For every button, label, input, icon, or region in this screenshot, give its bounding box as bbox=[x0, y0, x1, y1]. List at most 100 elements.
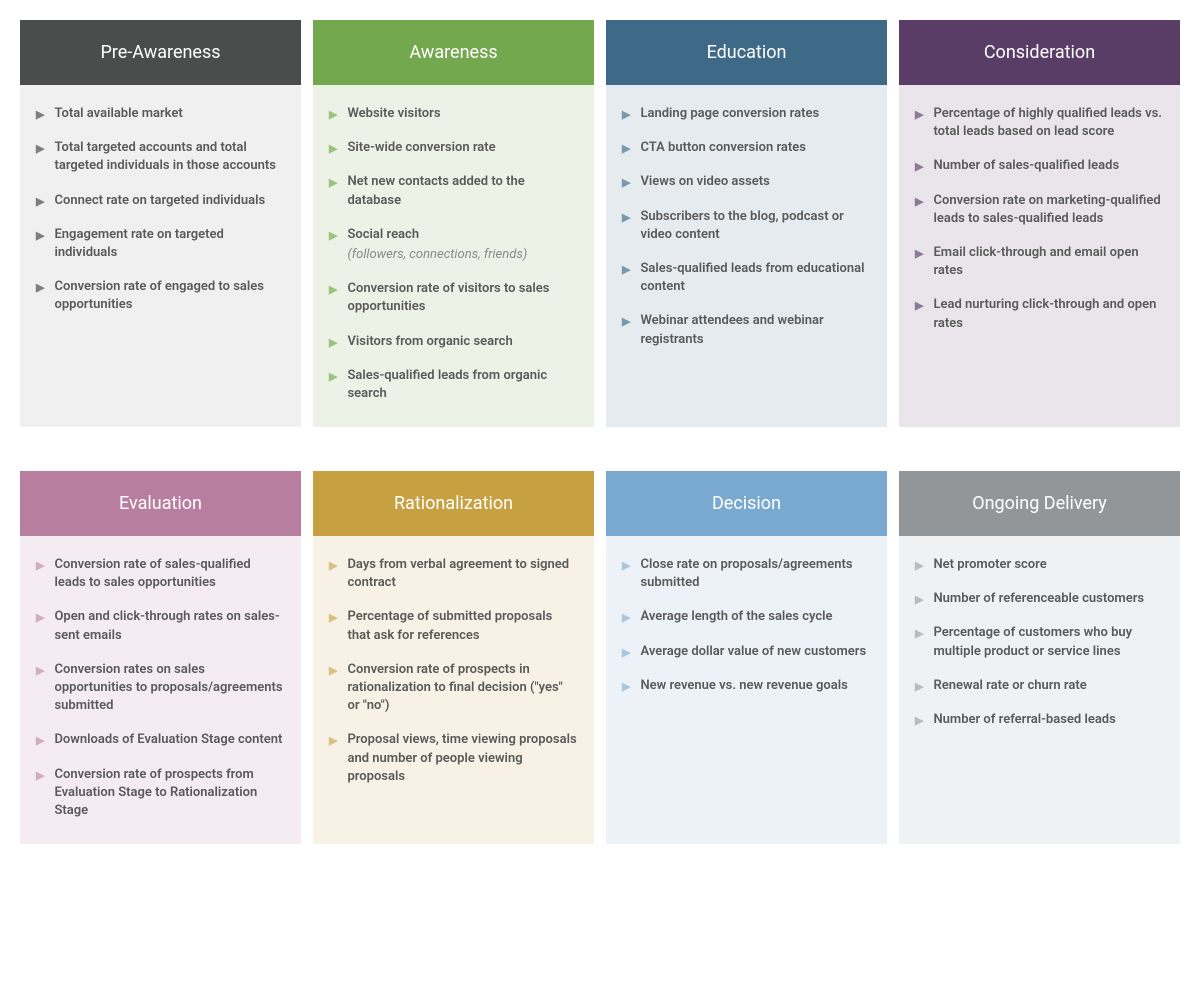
bullet-icon: ▶ bbox=[36, 610, 44, 625]
stage-header-consideration: Consideration bbox=[899, 20, 1180, 85]
metric-text: Average dollar value of new customers bbox=[640, 643, 871, 661]
stage-card-pre-awareness: Pre-Awareness ▶ Total available market ▶Tot… bbox=[20, 20, 301, 427]
stage-card-decision: Decision▶Close rate on proposals/agreeme… bbox=[606, 471, 887, 844]
metric-text-main: New revenue vs. new revenue goals bbox=[640, 678, 847, 693]
metric-item: ▶Engagement rate on targeted individuals bbox=[36, 226, 285, 262]
metric-text: Subscribers to the blog, podcast or vide… bbox=[640, 208, 871, 244]
metric-text: Webinar attendees and webinar registrant… bbox=[640, 312, 871, 348]
bullet-icon: ▶ bbox=[329, 141, 337, 156]
bullet-icon: ▶ bbox=[36, 733, 44, 748]
metric-text-main: Number of referenceable customers bbox=[933, 591, 1144, 606]
bullet-icon: ▶ bbox=[329, 107, 337, 122]
metric-text: Total available market bbox=[54, 105, 285, 123]
metric-text-main: CTA button conversion rates bbox=[640, 140, 805, 155]
bullet-icon: ▶ bbox=[915, 194, 923, 209]
stage-body-decision: ▶Close rate on proposals/agreements subm… bbox=[606, 536, 887, 844]
metric-item: ▶ Conversion rate of sales-qualified lead… bbox=[36, 556, 285, 592]
stage-body-education: ▶Landing page conversion rates▶CTA butto… bbox=[606, 85, 887, 427]
bullet-icon: ▶ bbox=[622, 645, 630, 660]
bullet-icon: ▶ bbox=[622, 679, 630, 694]
bullet-icon: ▶ bbox=[329, 335, 337, 350]
bullet-icon: ▶ bbox=[622, 314, 630, 329]
metric-item: ▶Visitors from organic search bbox=[329, 333, 578, 351]
bullet-icon: ▶ bbox=[622, 262, 630, 277]
bullet-icon: ▶ bbox=[36, 558, 44, 573]
bullet-icon: ▶ bbox=[329, 610, 337, 625]
bullet-icon: ▶ bbox=[915, 298, 923, 313]
metric-text: Social reach(followers, connections, fri… bbox=[347, 226, 578, 264]
metric-item: ▶ Conversion rate of prospects from Evalu… bbox=[36, 766, 285, 821]
stage-card-consideration: Consideration▶Percentage of highly quali… bbox=[899, 20, 1180, 427]
metric-item: ▶Average length of the sales cycle bbox=[622, 608, 871, 626]
metric-item: ▶ Subscribers to the blog, podcast or vid… bbox=[622, 208, 871, 244]
bullet-icon: ▶ bbox=[622, 175, 630, 190]
stage-header-education: Education bbox=[606, 20, 887, 85]
metric-text-main: Conversion rates on sales opportunities … bbox=[54, 662, 282, 713]
metric-text-main: Days from verbal agreement to signed con… bbox=[347, 557, 569, 590]
bullet-icon: ▶ bbox=[915, 558, 923, 573]
metric-text: Conversion rate of prospects from Evalua… bbox=[54, 766, 285, 821]
metric-item: ▶ New revenue vs. new revenue goals bbox=[622, 677, 871, 695]
metric-text-main: Downloads of Evaluation Stage content bbox=[54, 732, 282, 747]
metric-text: Downloads of Evaluation Stage content bbox=[54, 731, 285, 749]
metric-text: Conversion rate of prospects in rational… bbox=[347, 661, 578, 716]
metric-text: Conversion rate on marketing-qualified l… bbox=[933, 192, 1164, 228]
metric-text-main: Average length of the sales cycle bbox=[640, 609, 832, 624]
metric-item: ▶ Number of referenceable customers bbox=[915, 590, 1164, 608]
metric-text-main: Sales-qualified leads from educational c… bbox=[640, 261, 864, 294]
metric-item: ▶Social reach(followers, connections, fr… bbox=[329, 226, 578, 264]
metric-text-main: Sales-qualified leads from organic searc… bbox=[347, 368, 547, 401]
metric-item: ▶ Downloads of Evaluation Stage content bbox=[36, 731, 285, 749]
stage-card-evaluation: Evaluation▶Conversion rate of sales-qual… bbox=[20, 471, 301, 844]
bullet-icon: ▶ bbox=[622, 107, 630, 122]
metric-text: Conversion rate of sales-qualified leads… bbox=[54, 556, 285, 592]
bullet-icon: ▶ bbox=[915, 679, 923, 694]
bullet-icon: ▶ bbox=[36, 107, 44, 122]
bullet-icon: ▶ bbox=[915, 107, 923, 122]
metric-item: ▶Lead nurturing click-through and open r… bbox=[915, 296, 1164, 332]
stages-grid: Pre-Awareness▶Total available market▶Tot… bbox=[20, 20, 1180, 844]
stage-header-decision: Decision bbox=[606, 471, 887, 536]
metric-item: ▶ Conversion rate on marketing-qualified … bbox=[915, 192, 1164, 228]
metric-text-main: Conversion rate of sales-qualified leads… bbox=[54, 557, 250, 590]
metric-text: Email click-through and email open rates bbox=[933, 244, 1164, 280]
metric-text-main: Renewal rate or churn rate bbox=[933, 678, 1086, 693]
stage-header-pre-awareness: Pre-Awareness bbox=[20, 20, 301, 85]
row-gap bbox=[20, 439, 1180, 459]
metric-item: ▶ Sales-qualified leads from educational … bbox=[622, 260, 871, 296]
bullet-icon: ▶ bbox=[622, 141, 630, 156]
bullet-icon: ▶ bbox=[329, 282, 337, 297]
metric-text-main: Conversion rate of prospects in rational… bbox=[347, 662, 562, 713]
metric-item: ▶Connect rate on targeted individuals bbox=[36, 192, 285, 210]
metric-text: Total targeted accounts and total target… bbox=[54, 139, 285, 175]
stage-header-awareness: Awareness bbox=[313, 20, 594, 85]
bullet-icon: ▶ bbox=[36, 768, 44, 783]
metric-item: ▶Total targeted accounts and total targe… bbox=[36, 139, 285, 175]
bullet-icon: ▶ bbox=[915, 592, 923, 607]
metric-item: ▶Landing page conversion rates bbox=[622, 105, 871, 123]
metric-text-main: Social reach bbox=[347, 227, 419, 242]
metric-text-main: Conversion rate of prospects from Evalua… bbox=[54, 767, 257, 818]
metric-text-main: Average dollar value of new customers bbox=[640, 644, 866, 659]
bullet-icon: ▶ bbox=[915, 713, 923, 728]
metric-item: ▶Conversion rates on sales opportunities… bbox=[36, 661, 285, 716]
bullet-icon: ▶ bbox=[622, 210, 630, 225]
stage-card-awareness: Awareness ▶ Website visitors ▶ Site-wide con… bbox=[313, 20, 594, 427]
bullet-icon: ▶ bbox=[915, 159, 923, 174]
stage-body-rationalization: ▶ Days from verbal agreement to signed co… bbox=[313, 536, 594, 844]
metric-text: Site-wide conversion rate bbox=[347, 139, 578, 157]
metric-text-main: Webinar attendees and webinar registrant… bbox=[640, 313, 823, 346]
metric-text: Website visitors bbox=[347, 105, 578, 123]
metric-text-main: Proposal views, time viewing proposals a… bbox=[347, 732, 576, 783]
metric-text: Net new contacts added to the database bbox=[347, 173, 578, 209]
metric-item: ▶Net new contacts added to the database bbox=[329, 173, 578, 209]
metric-text: CTA button conversion rates bbox=[640, 139, 871, 157]
metric-item: ▶ Webinar attendees and webinar registran… bbox=[622, 312, 871, 348]
metric-item: ▶ CTA button conversion rates bbox=[622, 139, 871, 157]
metric-text: Proposal views, time viewing proposals a… bbox=[347, 731, 578, 786]
metric-text-main: Website visitors bbox=[347, 106, 440, 121]
metric-item: ▶Percentage of customers who buy multipl… bbox=[915, 624, 1164, 660]
metric-text: Number of referenceable customers bbox=[933, 590, 1164, 608]
metric-item: ▶ Website visitors bbox=[329, 105, 578, 123]
metric-text: Net promoter score bbox=[933, 556, 1164, 574]
